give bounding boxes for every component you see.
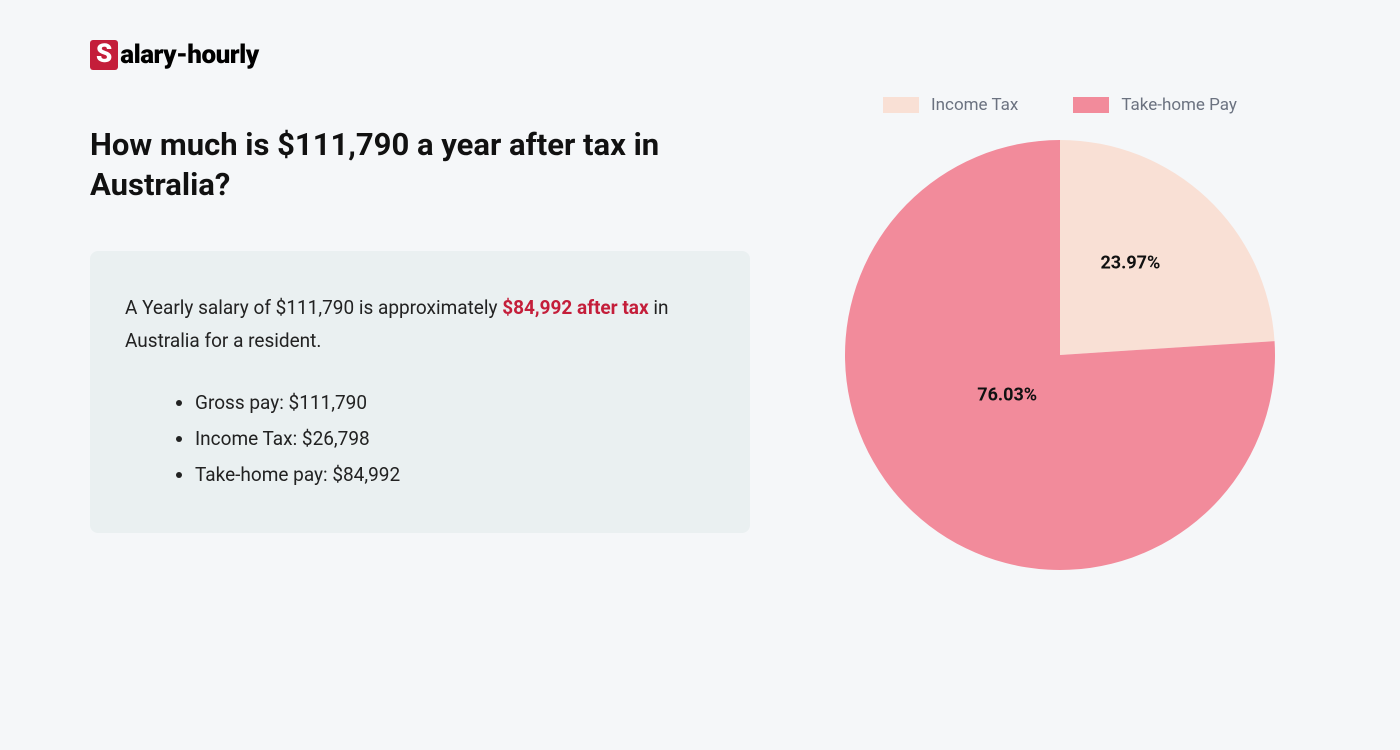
summary-bullets: Gross pay: $111,790 Income Tax: $26,798 …: [125, 385, 715, 493]
bullet-gross: Gross pay: $111,790: [195, 385, 715, 421]
summary-box: A Yearly salary of $111,790 is approxima…: [90, 251, 750, 534]
logo-text: alary-hourly: [120, 40, 258, 70]
pie-label-income-tax: 23.97%: [1100, 252, 1160, 273]
legend-item-income-tax: Income Tax: [883, 95, 1018, 115]
pie-svg: [840, 135, 1280, 575]
pie-chart: 23.97% 76.03%: [840, 135, 1280, 575]
bullet-takehome: Take-home pay: $84,992: [195, 457, 715, 493]
legend-swatch-income-tax: [883, 97, 919, 113]
summary-text: A Yearly salary of $111,790 is approxima…: [125, 291, 715, 358]
summary-prefix: A Yearly salary of $111,790 is approxima…: [125, 296, 502, 319]
legend-label-income-tax: Income Tax: [931, 95, 1018, 115]
pie-label-takehome: 76.03%: [977, 384, 1037, 405]
page-title: How much is $111,790 a year after tax in…: [90, 125, 750, 206]
logo-box: S: [90, 40, 118, 70]
chart-legend: Income Tax Take-home Pay: [883, 95, 1237, 115]
legend-label-takehome: Take-home Pay: [1121, 95, 1237, 115]
legend-swatch-takehome: [1073, 97, 1109, 113]
bullet-tax: Income Tax: $26,798: [195, 421, 715, 457]
site-logo: S alary-hourly: [90, 40, 1310, 70]
summary-highlight: $84,992 after tax: [502, 296, 648, 319]
legend-item-takehome: Take-home Pay: [1073, 95, 1237, 115]
